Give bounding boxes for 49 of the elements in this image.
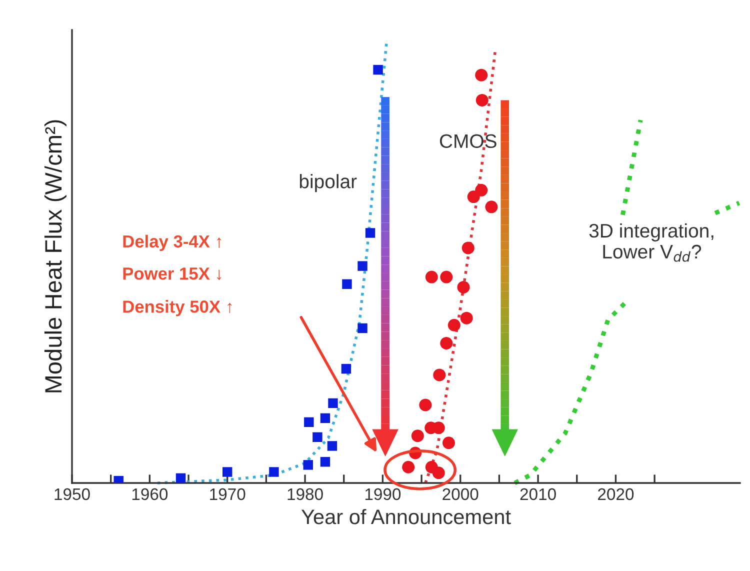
point xyxy=(328,398,338,408)
point xyxy=(432,466,445,480)
point xyxy=(475,184,488,196)
annotation: Density 50X ↑ xyxy=(123,300,232,316)
point xyxy=(440,270,453,284)
point xyxy=(433,368,446,382)
point xyxy=(312,432,322,442)
point xyxy=(442,436,455,450)
point xyxy=(365,228,376,238)
point xyxy=(222,467,232,477)
point xyxy=(448,318,460,332)
point xyxy=(373,64,383,75)
point xyxy=(341,364,352,374)
x-tick-label: 2010 xyxy=(520,488,556,500)
x-tick-label: 1960 xyxy=(132,488,168,500)
annotation: CMOS xyxy=(440,134,496,148)
annotation: Delay 3-4X ↑ xyxy=(123,234,222,251)
point xyxy=(304,417,314,428)
x-tick-label: 1980 xyxy=(288,488,323,500)
x-tick-label: 1970 xyxy=(210,488,246,500)
point xyxy=(440,336,453,350)
y-axis-title: Module Heat Flux (W/cm²) xyxy=(44,120,66,392)
point xyxy=(462,242,474,254)
point xyxy=(425,270,438,284)
point xyxy=(320,413,330,424)
point xyxy=(358,261,368,271)
point xyxy=(457,280,470,294)
point xyxy=(320,456,330,467)
point xyxy=(419,398,432,412)
annotation: bipolar xyxy=(300,174,357,192)
point xyxy=(402,460,415,474)
point xyxy=(327,441,338,451)
point xyxy=(269,467,279,477)
point xyxy=(475,68,488,82)
point xyxy=(460,312,473,324)
point xyxy=(358,323,368,334)
x-axis-title: Year of Announcement xyxy=(301,508,511,524)
point xyxy=(303,460,313,470)
point xyxy=(342,279,352,289)
x-tick-label: 1950 xyxy=(54,488,90,500)
x-tick-label: 1990 xyxy=(365,488,401,500)
x-tick-label: 2000 xyxy=(442,488,478,500)
x-tick-label: 2020 xyxy=(598,488,634,500)
annotation: Power 15X ↓ xyxy=(123,268,222,280)
point xyxy=(411,430,424,442)
point xyxy=(485,200,498,214)
annotation: 3D integration, Lower V$_{dd}$? xyxy=(589,223,714,262)
point xyxy=(476,94,488,106)
point xyxy=(176,473,186,483)
